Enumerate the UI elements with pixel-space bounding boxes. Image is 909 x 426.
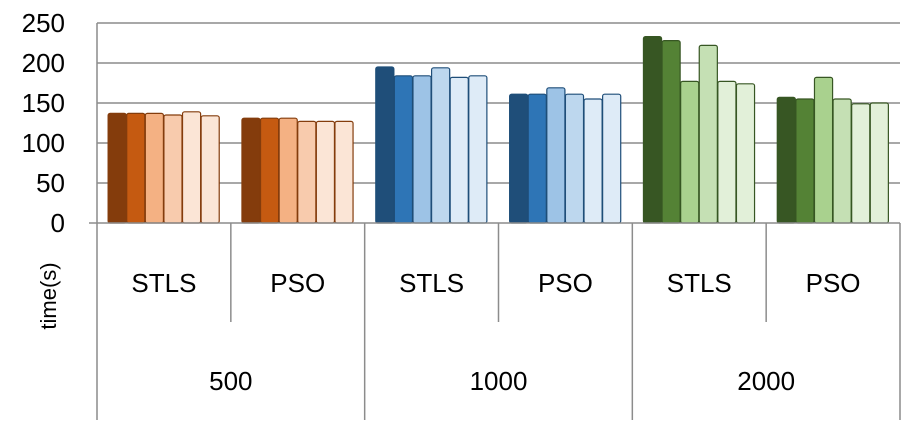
subgroup-label: PSO bbox=[538, 268, 593, 298]
bar bbox=[107, 112, 127, 224]
bar bbox=[126, 112, 146, 224]
category-labels: STLS PSO 500 STLS PSO 1000 STLS PSO 2000 bbox=[131, 268, 860, 396]
bar bbox=[717, 80, 737, 224]
bar bbox=[163, 114, 183, 224]
y-tick-label: 100 bbox=[22, 128, 65, 158]
bar bbox=[259, 117, 280, 224]
bar bbox=[430, 67, 451, 224]
bar bbox=[334, 120, 354, 224]
bar bbox=[546, 87, 566, 224]
gridlines bbox=[97, 22, 900, 184]
bar bbox=[278, 117, 298, 224]
group-label: 500 bbox=[209, 366, 252, 396]
group-label: 2000 bbox=[737, 366, 795, 396]
bar bbox=[869, 102, 889, 224]
y-tick-label: 150 bbox=[22, 88, 65, 118]
bar bbox=[412, 75, 432, 224]
bar bbox=[393, 75, 414, 224]
bar bbox=[449, 76, 469, 224]
y-tick-label: 200 bbox=[22, 48, 65, 78]
bar bbox=[602, 93, 622, 224]
y-tick-label: 250 bbox=[22, 8, 65, 38]
bar bbox=[468, 75, 488, 224]
bar bbox=[583, 98, 603, 224]
bars bbox=[107, 35, 889, 224]
bar bbox=[527, 93, 547, 224]
bar bbox=[241, 117, 261, 224]
bar bbox=[144, 112, 165, 224]
y-axis-label: time(s) bbox=[36, 262, 61, 329]
subgroup-label: STLS bbox=[399, 268, 464, 298]
bar bbox=[315, 120, 336, 224]
y-tick-label: 50 bbox=[36, 168, 65, 198]
bar bbox=[813, 76, 834, 224]
bar bbox=[297, 120, 317, 224]
y-tick-label: 0 bbox=[51, 208, 65, 238]
bar bbox=[851, 103, 871, 224]
bar bbox=[181, 111, 202, 224]
bar bbox=[776, 96, 796, 224]
bar bbox=[735, 83, 756, 224]
subgroup-label: STLS bbox=[131, 268, 196, 298]
subgroup-label: PSO bbox=[806, 268, 861, 298]
bar bbox=[661, 39, 681, 224]
bar bbox=[680, 80, 700, 224]
bar bbox=[200, 115, 220, 224]
subgroup-label: PSO bbox=[270, 268, 325, 298]
bar bbox=[795, 98, 815, 224]
axes bbox=[89, 23, 901, 420]
bar bbox=[832, 98, 852, 224]
bar bbox=[375, 66, 395, 224]
bar bbox=[698, 44, 718, 224]
bar bbox=[564, 93, 585, 224]
subgroup-label: STLS bbox=[667, 268, 732, 298]
y-tick-labels: 0 50 100 150 200 250 bbox=[22, 8, 65, 238]
bar bbox=[642, 35, 663, 224]
bar bbox=[509, 93, 529, 224]
group-label: 1000 bbox=[470, 366, 528, 396]
